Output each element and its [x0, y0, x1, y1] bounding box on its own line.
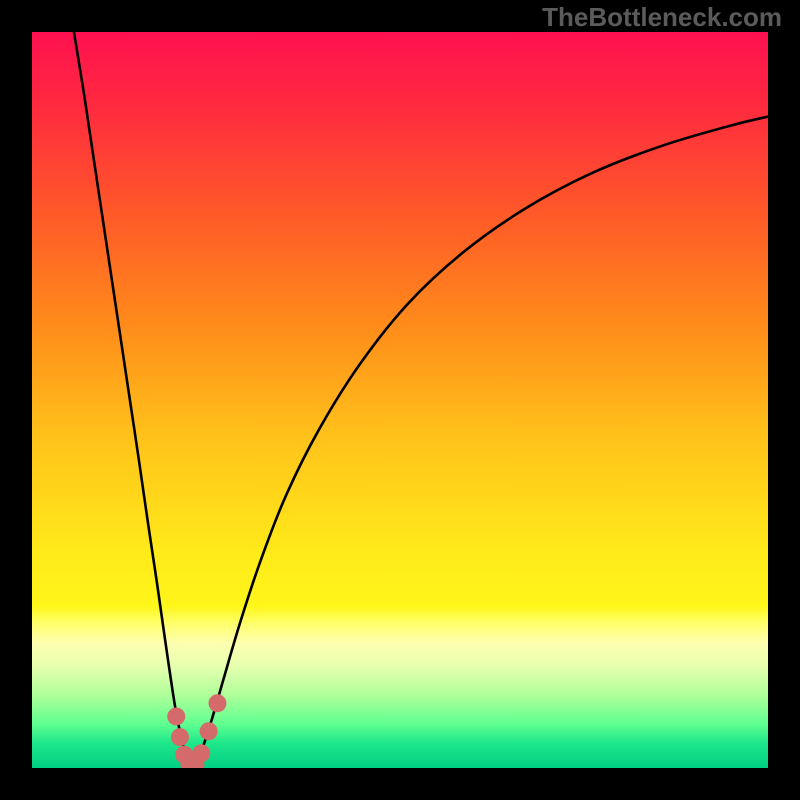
- chart-svg: [32, 32, 768, 768]
- marker-dot: [171, 728, 189, 746]
- marker-dot: [200, 722, 218, 740]
- marker-dot: [208, 694, 226, 712]
- watermark-text: TheBottleneck.com: [542, 2, 782, 33]
- marker-dot: [192, 744, 210, 762]
- gradient-background: [32, 32, 768, 768]
- chart-plot-area: [32, 32, 768, 768]
- marker-dot: [167, 707, 185, 725]
